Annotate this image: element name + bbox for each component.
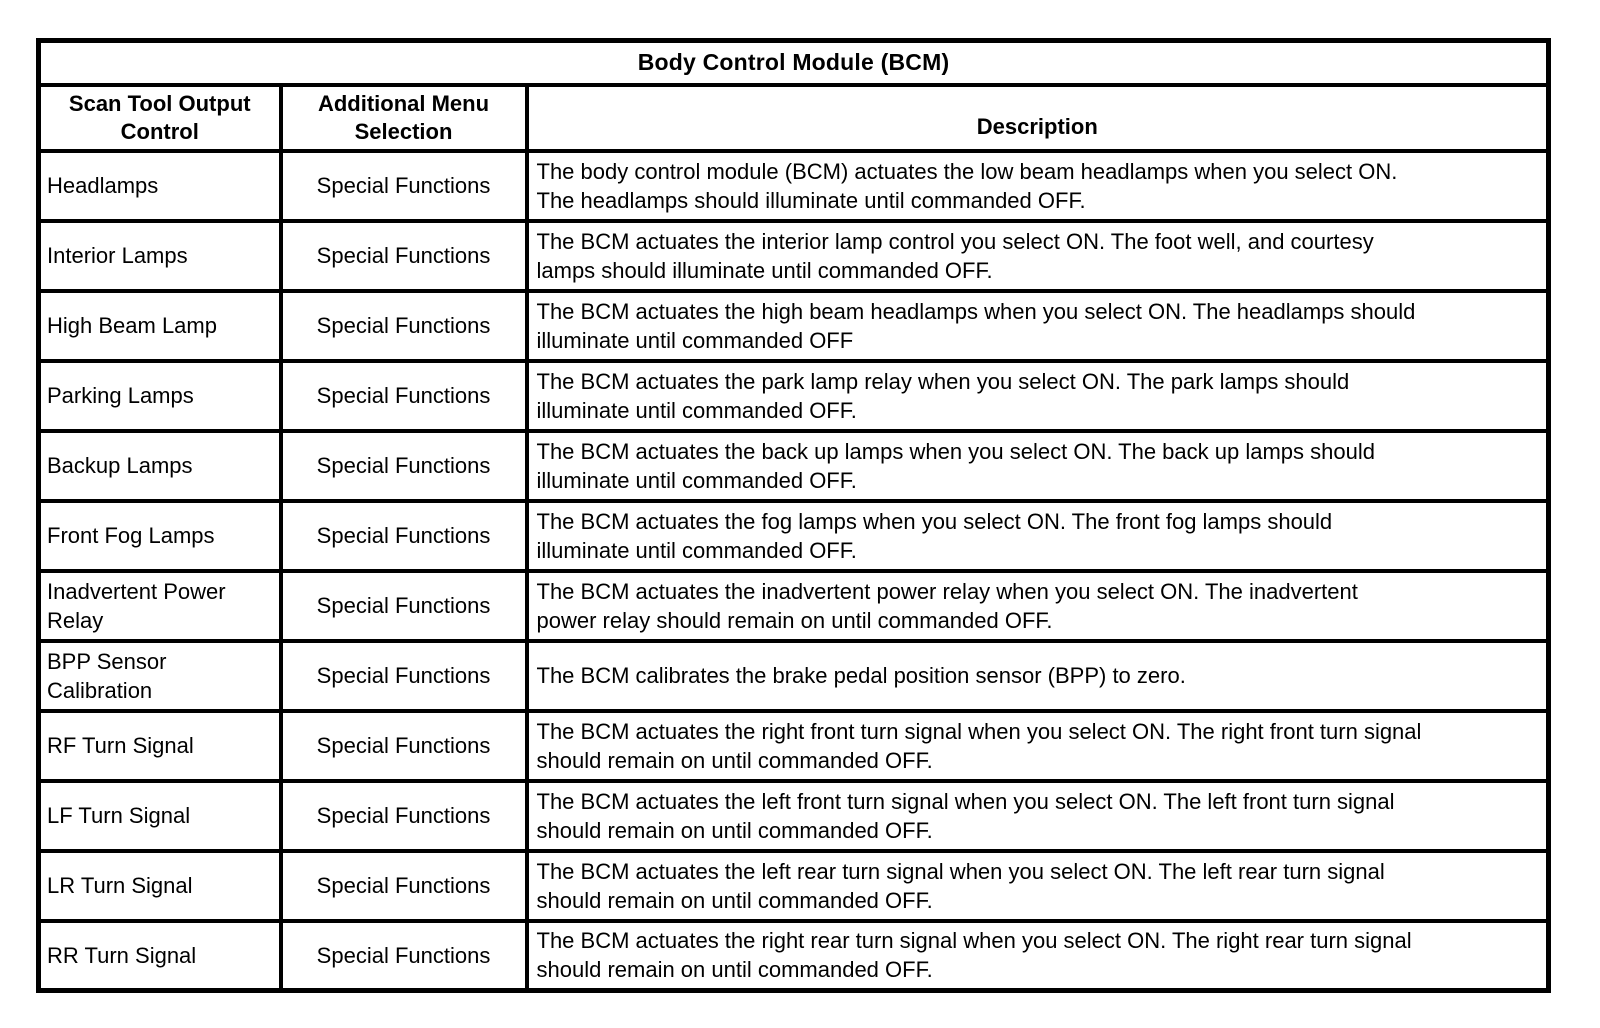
table-title: Body Control Module (BCM) — [36, 38, 1551, 87]
cell-description: The BCM actuates the inadvertent power r… — [524, 568, 1551, 643]
cell-additional-menu-selection: Special Functions — [278, 288, 529, 363]
cell-additional-menu-selection: Special Functions — [278, 358, 529, 433]
cell-additional-menu-selection: Special Functions — [278, 148, 529, 223]
cell-scan-tool-output-control: Headlamps — [36, 148, 283, 223]
cell-description: The body control module (BCM) actuates t… — [524, 148, 1551, 223]
table-title-row: Body Control Module (BCM) — [36, 38, 1551, 87]
cell-additional-menu-selection: Special Functions — [278, 638, 529, 713]
cell-additional-menu-selection: Special Functions — [278, 218, 529, 293]
cell-scan-tool-output-control: High Beam Lamp — [36, 288, 283, 363]
bcm-output-controls-table: Body Control Module (BCM) Scan Tool Outp… — [36, 38, 1552, 993]
table-row: Headlamps Special Functions The body con… — [36, 148, 1551, 223]
cell-scan-tool-output-control: Backup Lamps — [36, 428, 283, 503]
column-header-additional-menu-selection: Additional Menu Selection — [278, 82, 529, 153]
cell-description: The BCM actuates the high beam headlamps… — [524, 288, 1551, 363]
cell-additional-menu-selection: Special Functions — [278, 848, 529, 923]
cell-additional-menu-selection: Special Functions — [278, 778, 529, 853]
cell-description: The BCM actuates the right rear turn sig… — [524, 918, 1551, 993]
cell-description: The BCM actuates the left rear turn sign… — [524, 848, 1551, 923]
table-row: Inadvertent Power Relay Special Function… — [36, 568, 1551, 643]
cell-scan-tool-output-control: RF Turn Signal — [36, 708, 283, 783]
table-row: Backup Lamps Special Functions The BCM a… — [36, 428, 1551, 503]
cell-additional-menu-selection: Special Functions — [278, 708, 529, 783]
cell-scan-tool-output-control: Interior Lamps — [36, 218, 283, 293]
column-header-scan-tool-output-control: Scan Tool Output Control — [36, 82, 283, 153]
cell-scan-tool-output-control: Front Fog Lamps — [36, 498, 283, 573]
cell-scan-tool-output-control: RR Turn Signal — [36, 918, 283, 993]
table-row: Interior Lamps Special Functions The BCM… — [36, 218, 1551, 293]
cell-scan-tool-output-control: BPP Sensor Calibration — [36, 638, 283, 713]
document-page: Body Control Module (BCM) Scan Tool Outp… — [36, 38, 1552, 993]
table-row: LF Turn Signal Special Functions The BCM… — [36, 778, 1551, 853]
cell-description: The BCM calibrates the brake pedal posit… — [524, 638, 1551, 713]
cell-description: The BCM actuates the left front turn sig… — [524, 778, 1551, 853]
table-row: RR Turn Signal Special Functions The BCM… — [36, 918, 1551, 993]
table-row: LR Turn Signal Special Functions The BCM… — [36, 848, 1551, 923]
cell-description: The BCM actuates the fog lamps when you … — [524, 498, 1551, 573]
table-header-row: Scan Tool Output Control Additional Menu… — [36, 82, 1551, 153]
cell-additional-menu-selection: Special Functions — [278, 428, 529, 503]
cell-additional-menu-selection: Special Functions — [278, 568, 529, 643]
cell-scan-tool-output-control: LR Turn Signal — [36, 848, 283, 923]
table-body: Headlamps Special Functions The body con… — [36, 148, 1551, 993]
cell-description: The BCM actuates the interior lamp contr… — [524, 218, 1551, 293]
cell-description: The BCM actuates the back up lamps when … — [524, 428, 1551, 503]
cell-description: The BCM actuates the right front turn si… — [524, 708, 1551, 783]
table-row: BPP Sensor Calibration Special Functions… — [36, 638, 1551, 713]
cell-scan-tool-output-control: LF Turn Signal — [36, 778, 283, 853]
cell-description: The BCM actuates the park lamp relay whe… — [524, 358, 1551, 433]
cell-scan-tool-output-control: Parking Lamps — [36, 358, 283, 433]
table-row: High Beam Lamp Special Functions The BCM… — [36, 288, 1551, 363]
table-row: Parking Lamps Special Functions The BCM … — [36, 358, 1551, 433]
cell-additional-menu-selection: Special Functions — [278, 498, 529, 573]
table-row: Front Fog Lamps Special Functions The BC… — [36, 498, 1551, 573]
cell-scan-tool-output-control: Inadvertent Power Relay — [36, 568, 283, 643]
column-header-description: Description — [524, 82, 1551, 153]
cell-additional-menu-selection: Special Functions — [278, 918, 529, 993]
table-row: RF Turn Signal Special Functions The BCM… — [36, 708, 1551, 783]
